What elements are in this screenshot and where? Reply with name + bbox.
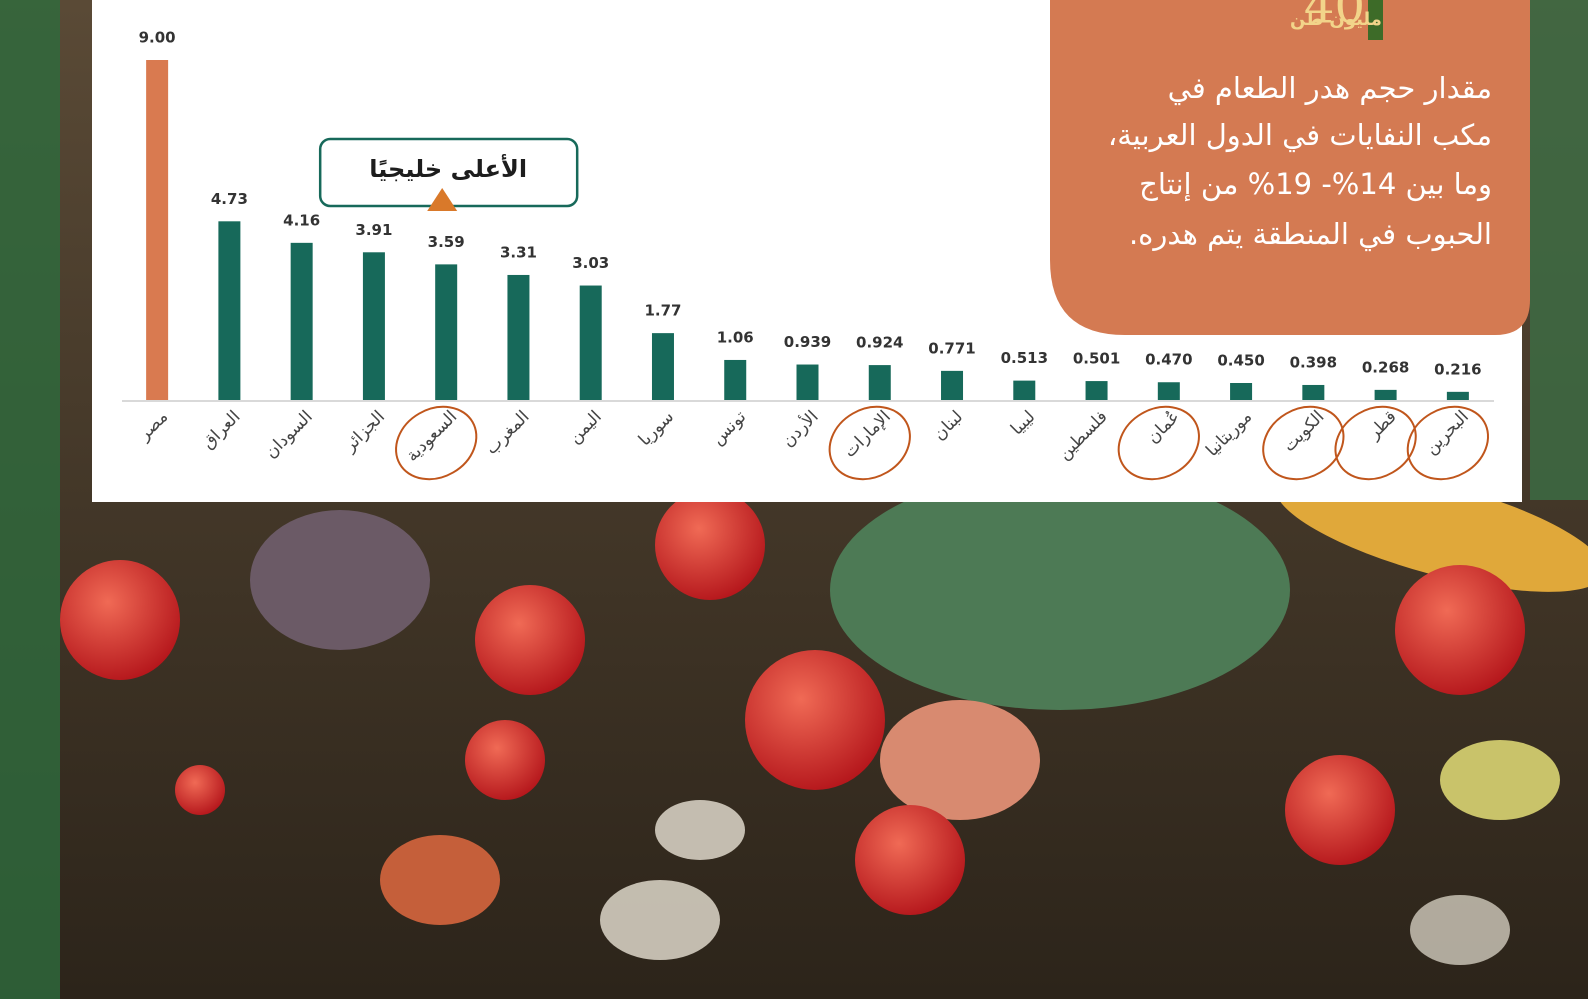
highlight-circle	[828, 405, 911, 481]
panel-line: وما بين 14%- 19% من إنتاج	[1139, 167, 1492, 202]
bar	[1302, 384, 1325, 400]
panel-number: 40	[1304, 0, 1365, 35]
bar	[1085, 381, 1108, 400]
bar	[1157, 382, 1180, 400]
bar	[941, 370, 964, 400]
bar	[724, 359, 747, 400]
panel-line: الحبوب في المنطقة يتم هدره.	[1129, 217, 1492, 252]
value-label: 3.03	[572, 254, 609, 272]
highlight-circle	[1406, 405, 1490, 481]
value-label: 0.771	[928, 339, 975, 357]
panel-unit: مليون طن	[1290, 9, 1382, 30]
value-label: 0.470	[1145, 351, 1192, 369]
bar	[1374, 389, 1397, 400]
bar	[796, 364, 819, 400]
highlight-circle	[1334, 405, 1417, 481]
value-label: 0.450	[1217, 352, 1264, 370]
value-label: 0.398	[1290, 353, 1337, 371]
value-label: 1.77	[644, 302, 681, 320]
value-label: 1.06	[717, 328, 754, 346]
panel-line: مكب النفايات في الدول العربية،	[1108, 118, 1492, 153]
value-label: 0.501	[1073, 350, 1120, 368]
bar	[1230, 383, 1253, 400]
info-panel: 40 مليون طن مقدار حجم هدر الطعام في مكب …	[1050, 0, 1530, 335]
annotation-text: الأعلى خليجيًا	[369, 154, 527, 183]
value-label: 3.91	[355, 221, 392, 239]
annotation-pointer	[427, 188, 458, 211]
highlight-circle	[1117, 405, 1200, 481]
bar	[507, 274, 530, 400]
value-label: 0.216	[1434, 360, 1481, 378]
bar	[362, 252, 385, 400]
bar	[651, 333, 674, 400]
value-label: 0.939	[784, 333, 831, 351]
value-label: 0.268	[1362, 358, 1409, 376]
bar	[1013, 380, 1036, 400]
panel-line: مقدار حجم هدر الطعام في	[1168, 71, 1492, 106]
value-label: 4.73	[211, 190, 248, 208]
value-label: 3.31	[500, 243, 537, 261]
bar	[1446, 391, 1469, 400]
bar	[146, 60, 169, 400]
bar	[868, 365, 891, 400]
highlight-circle	[395, 405, 478, 481]
bar	[579, 285, 602, 400]
value-label: 0.924	[856, 334, 903, 352]
bar	[218, 221, 241, 400]
value-label: 4.16	[283, 211, 320, 229]
highlight-circle	[1262, 405, 1345, 481]
bar	[435, 264, 458, 400]
value-label: 9.00	[139, 29, 176, 47]
value-label: 3.59	[428, 233, 465, 251]
value-label: 0.513	[1001, 349, 1048, 367]
bar	[290, 242, 313, 400]
